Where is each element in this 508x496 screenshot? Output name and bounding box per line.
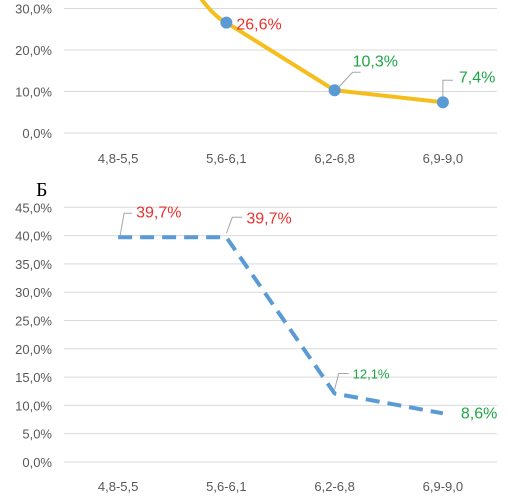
leader-line [119,212,133,236]
y-tick-label: 15,0% [15,370,52,385]
panel-label-b: Б [36,179,47,201]
y-tick-label: 10,0% [15,85,52,100]
y-tick-label: 0,0% [22,126,52,141]
leader-line [338,71,361,88]
x-tick-label: 6,2-6,8 [314,151,354,166]
x-tick-label: 5,6-6,1 [206,479,246,494]
y-tick-label: 35,0% [15,257,52,272]
x-tick-label: 6,2-6,8 [314,479,354,494]
series-line [199,0,444,105]
leader-line [225,216,243,234]
top-chart: 0,0% 10,0% 20,0% 30,0% 4,8-5,5 5,6-6,1 6,2-6,8… [15,0,497,166]
y-tick-label: 0,0% [22,455,52,470]
data-point [328,84,341,97]
data-label: 8,6% [461,405,497,422]
y-tick-label: 25,0% [15,314,52,329]
y-tick-label: 5,0% [22,427,52,442]
data-label: 39,7% [246,210,291,227]
leader-line [442,79,453,97]
x-tick-label: 4,8-5,5 [98,151,138,166]
data-point [220,16,233,29]
y-tick-label: 20,0% [15,43,52,58]
data-label: 7,4% [459,69,495,86]
y-tick-label: 10,0% [15,398,52,413]
y-tick-label: 30,0% [15,285,52,300]
bottom-chart: 0,0% 5,0% 10,0% 15,0% 20,0% 25,0% 30,0% 35,0% 40… [15,200,497,494]
data-label: 12,1% [353,367,390,382]
x-tick-label: 6,9-9,0 [423,151,463,166]
y-tick-label: 40,0% [15,229,52,244]
y-tick-label: 45,0% [15,200,52,215]
data-label: 26,6% [236,17,281,34]
y-tick-label: 30,0% [15,2,52,17]
x-tick-label: 4,8-5,5 [98,479,138,494]
leader-line [334,373,349,390]
data-label: 39,7% [136,204,181,221]
x-tick-label: 6,9-9,0 [423,479,463,494]
data-label: 10,3% [353,53,398,70]
x-tick-label: 5,6-6,1 [206,151,246,166]
series-line [118,235,444,416]
data-point [436,96,449,109]
y-tick-label: 20,0% [15,342,52,357]
